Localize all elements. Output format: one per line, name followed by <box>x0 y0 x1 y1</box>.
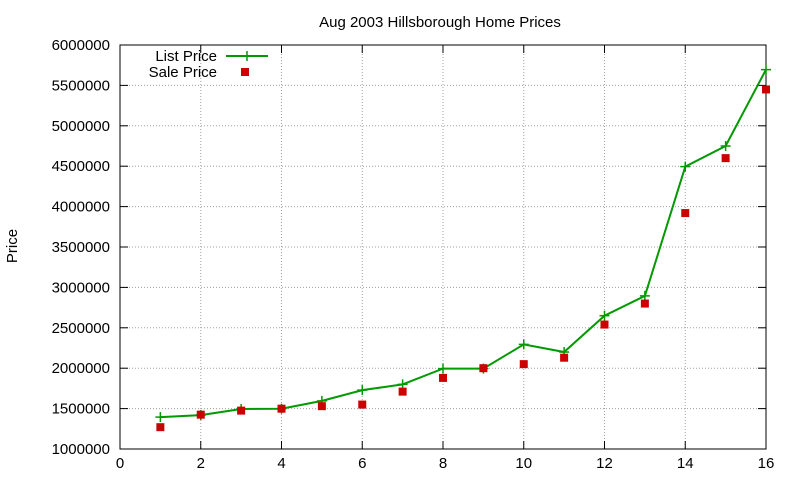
y-tick-label: 6000000 <box>52 37 110 54</box>
sale-price-point <box>156 423 165 432</box>
x-tick-label: 2 <box>197 455 205 472</box>
x-tick-label: 16 <box>758 455 775 472</box>
list-price-point <box>720 141 731 151</box>
y-tick-label: 2000000 <box>52 360 110 377</box>
grid <box>120 45 766 449</box>
sale-price-point <box>358 400 367 409</box>
list-price-point <box>599 310 610 321</box>
y-tick-label: 4000000 <box>52 199 110 216</box>
y-tick-label: 3500000 <box>52 239 110 256</box>
sale-price-point <box>317 402 326 411</box>
y-tick-label: 5500000 <box>52 77 110 94</box>
sale-price-point <box>398 387 407 396</box>
sale-price-point <box>600 320 609 329</box>
y-tick-label: 3000000 <box>52 279 110 296</box>
sale-price-point <box>721 154 730 163</box>
y-axis-label: Price <box>4 229 21 263</box>
sale-price-point <box>640 299 649 308</box>
y-tick-label: 2500000 <box>52 320 110 337</box>
series <box>155 64 771 432</box>
list-price-line <box>160 69 767 419</box>
sale-price-point <box>196 410 205 419</box>
list-price-point <box>518 339 529 350</box>
x-tick-label: 12 <box>596 455 613 472</box>
list-price-point <box>155 412 166 423</box>
y-tick-label: 1000000 <box>52 441 110 458</box>
list-price-point <box>639 290 650 301</box>
legend-swatch-sale-price <box>241 68 249 76</box>
x-tick-label: 14 <box>677 455 694 472</box>
y-tick-label: 4500000 <box>52 158 110 175</box>
chart-title: Aug 2003 Hillsborough Home Prices <box>319 14 561 31</box>
axes: 1000000 1500000 2000000 2500000 3000000 35000… <box>52 37 775 472</box>
y-tick-label: 5000000 <box>52 118 110 135</box>
sale-price-point <box>439 373 447 382</box>
x-tick-label: 0 <box>116 455 124 472</box>
legend-label-sale-price: Sale Price <box>149 64 217 81</box>
sale-price-point <box>277 404 286 413</box>
list-price-point <box>357 385 368 396</box>
list-price-point <box>680 161 691 172</box>
sale-price-point <box>519 360 528 369</box>
legend-label-list-price: List Price <box>155 48 217 65</box>
x-tick-label: 10 <box>515 455 532 472</box>
sale-price-point <box>762 85 770 94</box>
x-tick-label: 6 <box>358 455 366 472</box>
list-price-point <box>438 363 448 374</box>
x-tick-label: 4 <box>277 455 285 472</box>
y-tick-label: 1500000 <box>52 401 110 418</box>
list-price-point <box>761 64 771 75</box>
sale-price-point <box>560 353 569 362</box>
sale-price-point <box>681 209 690 218</box>
sale-price-point <box>237 406 246 415</box>
plot-frame <box>119 44 767 450</box>
sale-price-point <box>479 364 488 373</box>
x-tick-label: 8 <box>439 455 447 472</box>
